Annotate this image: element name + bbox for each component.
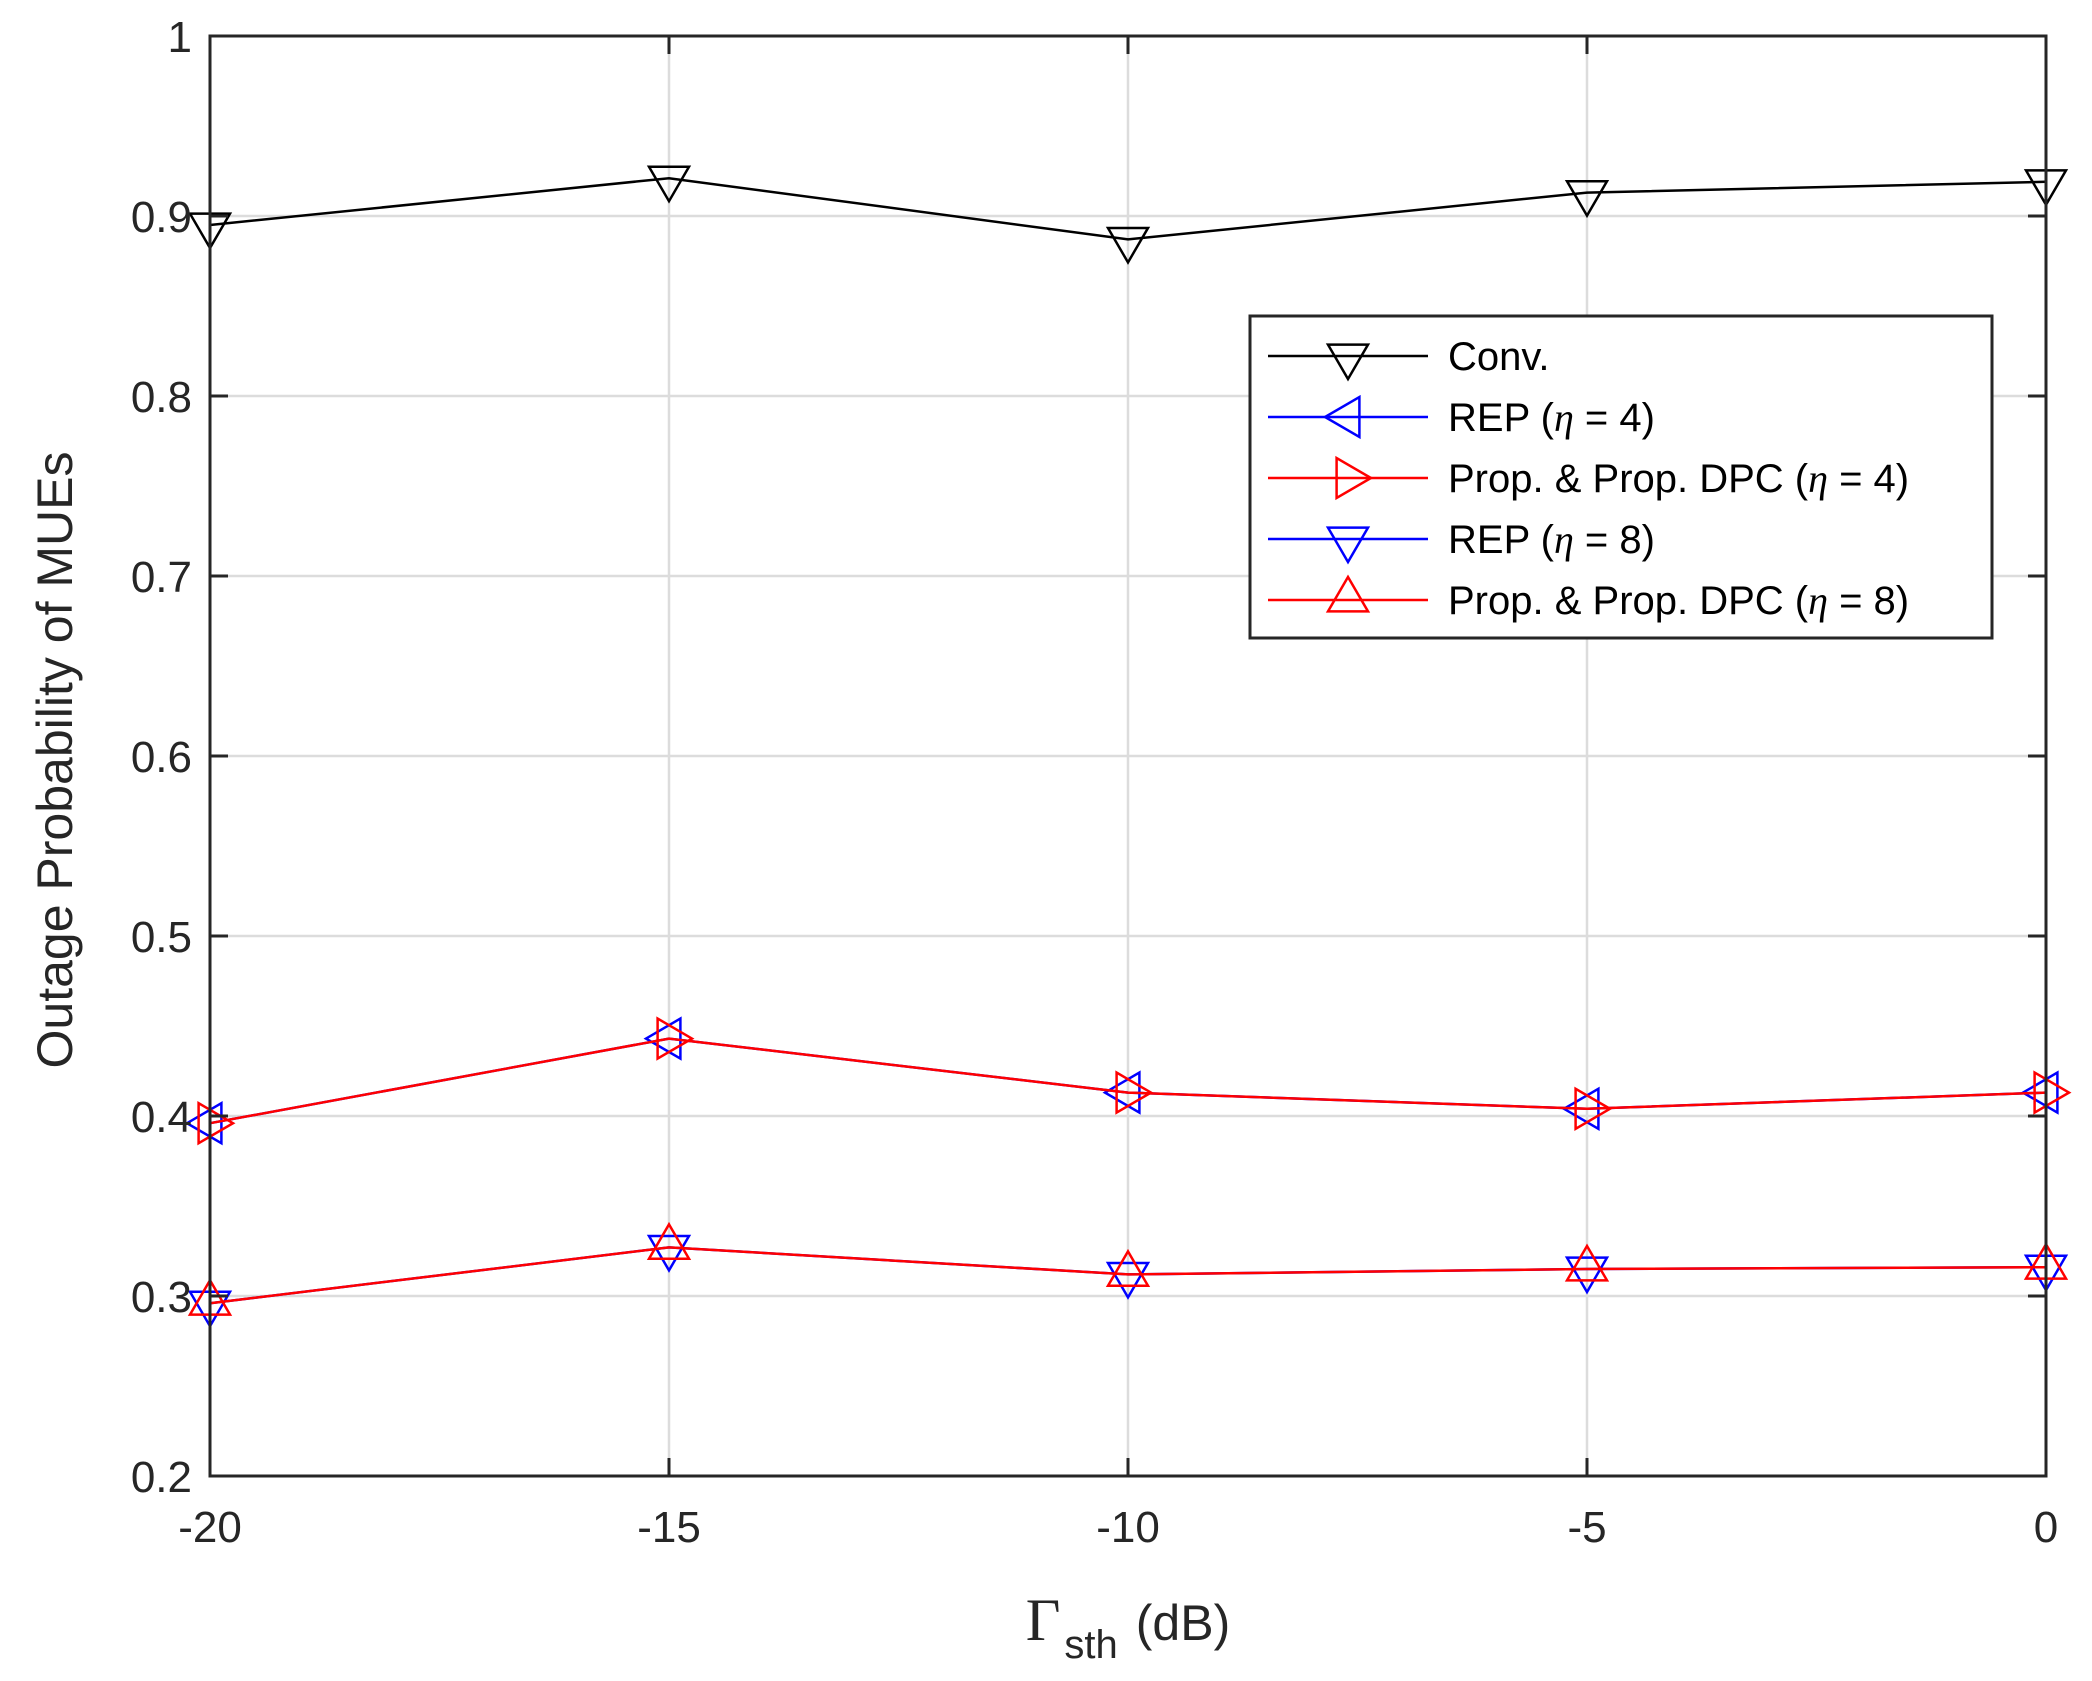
y-tick-label: 0.8	[131, 373, 192, 422]
data-point-marker	[184, 1101, 223, 1146]
data-point-marker	[1564, 179, 1610, 219]
x-tick-label: -15	[637, 1503, 701, 1552]
data-point-marker	[197, 1101, 236, 1146]
series-0	[187, 165, 2069, 265]
series-line	[209, 176, 2047, 241]
legend-label: REP (η = 4)	[1448, 395, 1655, 440]
y-tick-label: 1	[168, 13, 192, 62]
legend-label-text: REP (	[1448, 518, 1555, 562]
legend-label-greek: η	[1554, 517, 1574, 562]
legend-item: Prop. & Prop. DPC (η = 8)	[1268, 574, 1909, 623]
series-layer	[184, 165, 2072, 1329]
x-tick-label: 0	[2034, 1503, 2058, 1552]
legend-swatch-marker	[1325, 343, 1371, 382]
tick-labels: -20 -15 -10 -5 0 0.2 0.3 0.4 0.5 0.6 0.7 0.8 0.9 1	[131, 13, 2058, 1552]
series-line	[209, 1246, 2047, 1305]
legend-item: REP (η = 4)	[1268, 394, 1655, 440]
y-tick-label: 0.3	[131, 1273, 192, 1322]
legend-label-text: Conv.	[1448, 335, 1550, 379]
legend-label: Prop. & Prop. DPC (η = 4)	[1448, 456, 1909, 501]
data-point-marker	[1564, 1256, 1610, 1295]
data-point-marker	[1564, 1243, 1610, 1282]
axis-ticks	[208, 34, 2048, 1478]
legend-label-suffix: = 4)	[1574, 396, 1655, 440]
legend-swatch-marker	[1325, 574, 1371, 613]
data-point-marker	[1105, 1261, 1151, 1300]
legend-label-suffix: = 8)	[1828, 579, 1909, 623]
legend-item: Prop. & Prop. DPC (η = 4)	[1268, 455, 1909, 501]
data-point-marker	[643, 1016, 682, 1061]
legend-label-text: Prop. & Prop. DPC (	[1448, 457, 1809, 501]
legend-label-text: REP (	[1448, 396, 1555, 440]
x-tick-label: -20	[178, 1503, 242, 1552]
legend-label-text: Prop. & Prop. DPC (	[1448, 579, 1809, 623]
legend-label: REP (η = 8)	[1448, 517, 1655, 562]
data-point-marker	[656, 1016, 695, 1061]
y-axis-label: Outage Probability of MUEs	[27, 452, 83, 1069]
data-point-marker	[646, 165, 692, 204]
y-tick-label: 0.4	[131, 1093, 192, 1142]
legend-label: Prop. & Prop. DPC (η = 8)	[1448, 578, 1909, 623]
legend-swatch-marker	[1322, 394, 1361, 440]
legend-label: Conv.	[1448, 335, 1550, 379]
data-point-marker	[1105, 226, 1151, 265]
data-point-marker	[1115, 1070, 1154, 1115]
data-point-marker	[646, 1234, 692, 1273]
x-tick-label: -5	[1567, 1503, 1606, 1552]
data-point-marker	[1105, 1248, 1151, 1288]
x-axis-label-unit: (dB)	[1136, 1595, 1230, 1651]
legend-label-suffix: = 4)	[1828, 457, 1909, 501]
x-axis-label-subscript: sth	[1064, 1623, 1117, 1667]
y-tick-label: 0.6	[131, 733, 192, 782]
series-2	[197, 1016, 2072, 1146]
data-point-marker	[646, 1221, 692, 1261]
legend-swatch-marker	[1325, 526, 1371, 565]
y-tick-label: 0.2	[131, 1453, 192, 1502]
series-line	[209, 1037, 2047, 1125]
y-tick-label: 0.7	[131, 553, 192, 602]
legend-item: Conv.	[1268, 335, 1550, 382]
data-point-marker	[2020, 1070, 2059, 1115]
legend-label-greek: η	[1808, 578, 1828, 623]
y-tick-label: 0.5	[131, 913, 192, 962]
legend-item: REP (η = 8)	[1268, 517, 1655, 565]
x-axis-label-symbol: Γ	[1026, 1587, 1061, 1653]
data-point-marker	[2033, 1070, 2072, 1115]
x-axis-label: Γ sth (dB)	[1026, 1587, 1231, 1667]
legend-label-greek: η	[1554, 395, 1574, 440]
legend-label-greek: η	[1808, 456, 1828, 501]
data-point-marker	[1574, 1086, 1613, 1131]
legend-swatch-marker	[1335, 455, 1374, 501]
x-tick-label: -10	[1096, 1503, 1160, 1552]
legend-label-suffix: = 8)	[1574, 518, 1655, 562]
legend: Conv.REP (η = 4)Prop. & Prop. DPC (η = 4…	[1248, 314, 1994, 640]
y-tick-label: 0.9	[131, 193, 192, 242]
